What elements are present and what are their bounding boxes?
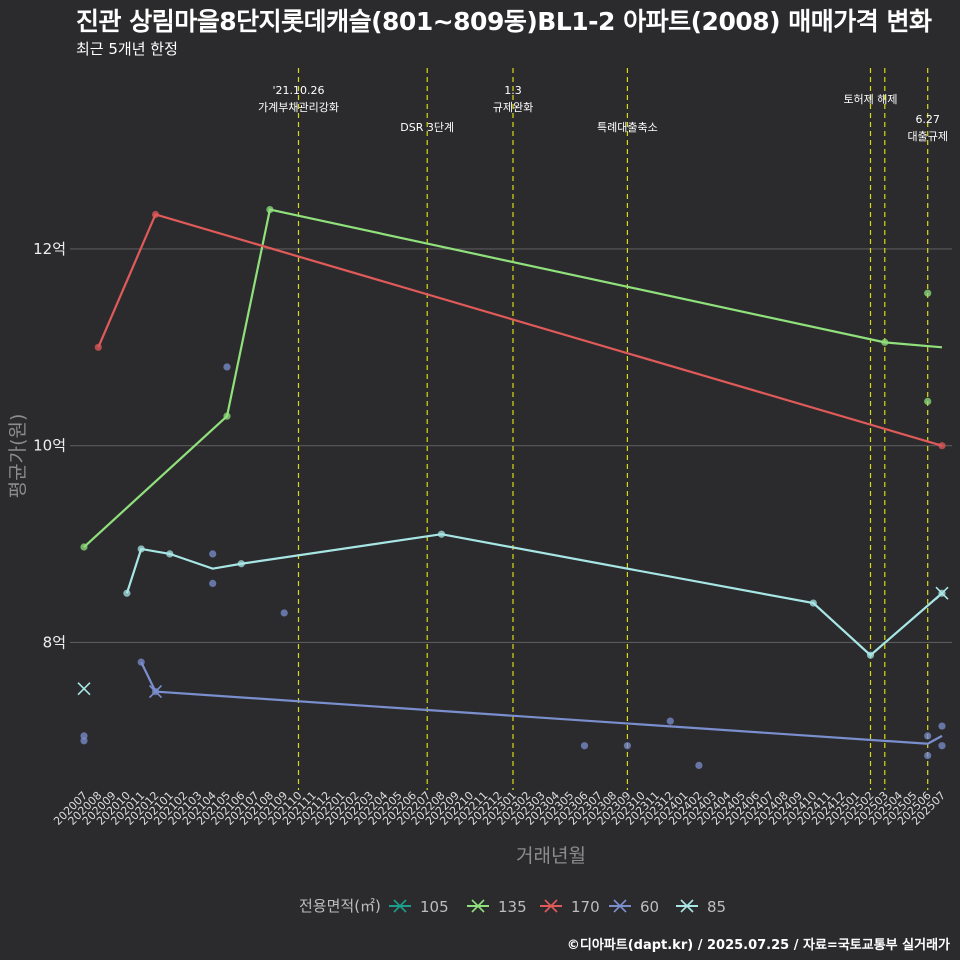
point-85-1	[137, 545, 145, 553]
chart-title: 진관 상림마을8단지롯데캐슬(801~809동)BL1-2 아파트(2008) …	[76, 7, 932, 36]
point-85-4	[437, 530, 446, 538]
last-marker-60	[148, 685, 163, 699]
point-170-1	[151, 210, 160, 219]
point-135-0	[80, 543, 88, 551]
event-label-202301-0: 1.3	[504, 84, 522, 97]
point-135-2	[266, 205, 274, 214]
legend-cross-170	[544, 899, 558, 913]
last-marker-85	[935, 586, 949, 600]
legend-cross-60	[613, 899, 627, 913]
event-label-202506-0: 6.27	[915, 113, 940, 126]
legend-cross-85	[680, 899, 694, 913]
event-label-202301-1: 규제완화	[493, 101, 533, 114]
point-170-0	[94, 343, 102, 351]
series-line-60	[140, 661, 943, 745]
y-tick-label-1: 10억	[33, 437, 66, 455]
point-60-0	[80, 732, 88, 740]
event-label-202207-0: DSR 3단계	[400, 121, 454, 134]
plot-panel	[70, 62, 952, 790]
point-85-5	[809, 599, 817, 607]
point-60-15	[938, 742, 946, 750]
legend-label-105: 105	[420, 898, 449, 916]
event-label-202506-1: 대출규제	[907, 130, 947, 143]
point-60-6	[209, 579, 217, 588]
point-60-7	[280, 609, 288, 617]
chart-subtitle: 최근 5개년 한정	[76, 40, 178, 58]
source-credit: ©디아파트(dapt.kr) / 2025.07.25 / 자료=국토교통부 실…	[566, 938, 950, 953]
point-85-0	[123, 589, 131, 597]
point-85-6	[866, 651, 875, 659]
point-60-1	[80, 737, 88, 745]
legend-label-170: 170	[571, 898, 600, 916]
point-135-1	[223, 412, 231, 420]
legend-cross-105	[393, 899, 407, 913]
x-axis-title: 거래년월	[516, 845, 586, 867]
point-135-5	[924, 397, 932, 406]
point-60-5	[209, 550, 217, 558]
y-tick-label-0: 8억	[43, 633, 66, 651]
point-60-14	[938, 722, 946, 730]
point-135-3	[881, 338, 889, 346]
point-60-2	[137, 658, 145, 666]
point-60-11	[695, 761, 703, 770]
extra-marker-0	[77, 682, 91, 696]
point-60-13	[924, 751, 932, 760]
point-170-2	[938, 442, 946, 450]
point-135-4	[924, 289, 932, 297]
point-60-4	[223, 363, 231, 371]
point-60-8	[580, 742, 589, 750]
legend-label-85: 85	[707, 898, 726, 916]
y-tick-label-2: 12억	[33, 240, 66, 258]
event-label-202502-0: 토허제 해제	[843, 92, 897, 106]
event-label-202309-0: 특례대출축소	[597, 121, 658, 134]
event-label-202110-0: '21.10.26	[272, 84, 324, 97]
y-axis-title: 평균가(원)	[7, 414, 29, 499]
point-60-12	[924, 732, 932, 740]
event-label-202110-1: 가계부채관리강화	[258, 101, 339, 114]
point-85-2	[166, 550, 174, 558]
legend-title: 전용면적(㎡)	[299, 897, 381, 915]
point-60-9	[623, 742, 632, 750]
legend-label-135: 135	[498, 898, 527, 916]
legend-label-60: 60	[640, 898, 659, 916]
legend-cross-135	[471, 899, 485, 913]
point-60-10	[666, 717, 674, 725]
point-85-3	[237, 560, 245, 568]
